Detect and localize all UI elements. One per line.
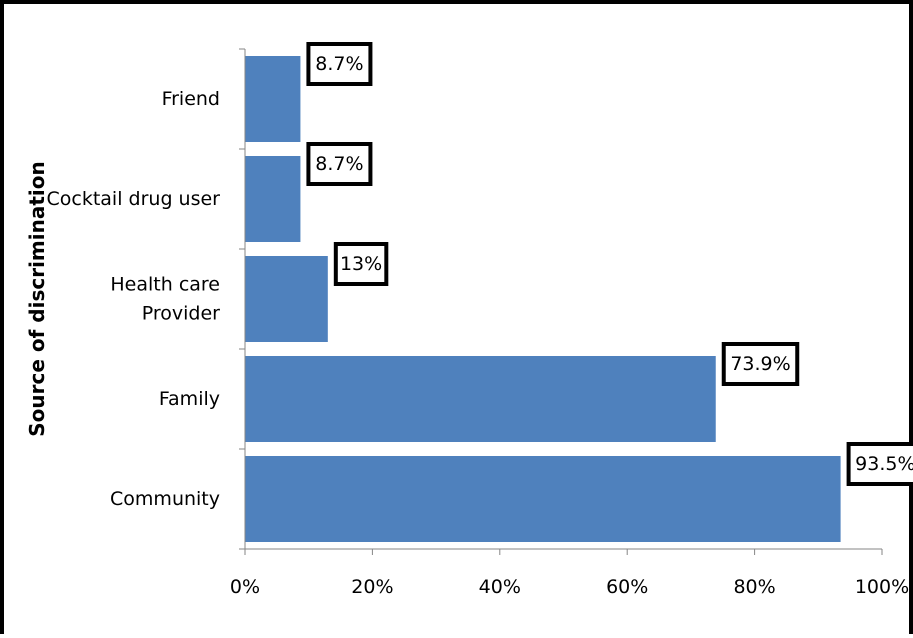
bar bbox=[245, 456, 841, 542]
category-label: Community bbox=[110, 488, 220, 510]
x-tick-label: 100% bbox=[855, 576, 909, 598]
data-label: 8.7% bbox=[315, 53, 363, 75]
x-tick-label: 80% bbox=[733, 576, 775, 598]
bar bbox=[245, 56, 300, 142]
x-tick-label: 60% bbox=[606, 576, 648, 598]
x-tick-label: 40% bbox=[479, 576, 521, 598]
category-label: Provider bbox=[142, 303, 220, 325]
data-label: 13% bbox=[340, 253, 382, 275]
bar bbox=[245, 256, 328, 342]
y-axis-title: Source of discrimination bbox=[25, 161, 49, 437]
data-label: 93.5% bbox=[855, 453, 913, 475]
bars-layer bbox=[245, 56, 841, 542]
x-tick-label: 20% bbox=[351, 576, 393, 598]
category-label: Cocktail drug user bbox=[47, 188, 221, 210]
bar-chart: 0% 20% 40% 60% 80% 100% Community 93.5% Family 7… bbox=[4, 4, 913, 638]
category-label: Family bbox=[159, 388, 220, 410]
bar bbox=[245, 356, 716, 442]
x-tick-label: 0% bbox=[230, 576, 260, 598]
data-label: 8.7% bbox=[315, 153, 363, 175]
category-label: Health care bbox=[110, 274, 220, 296]
bar bbox=[245, 156, 300, 242]
data-label: 73.9% bbox=[730, 353, 790, 375]
category-label: Friend bbox=[162, 88, 220, 110]
